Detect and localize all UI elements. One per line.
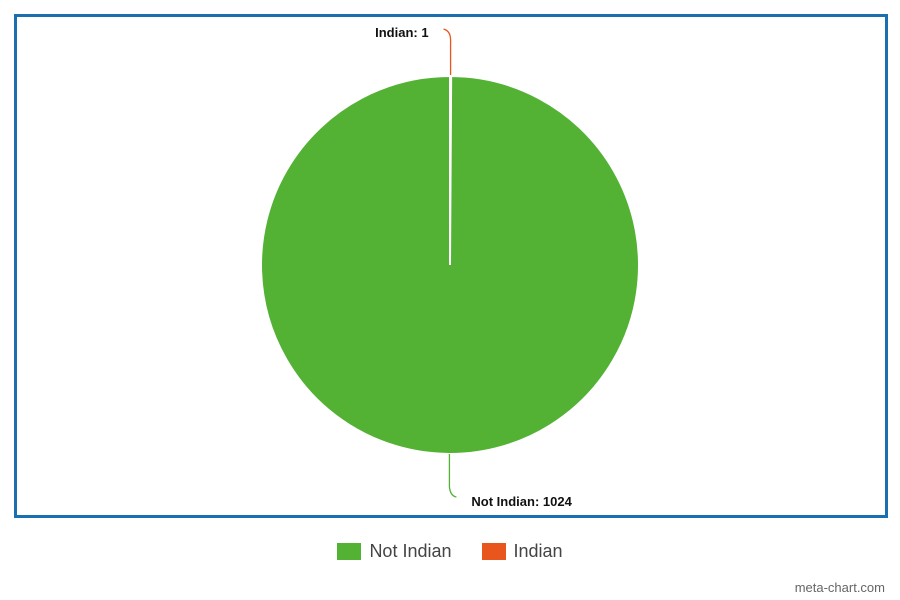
leader-line [443,28,452,77]
data-label: Not Indian: 1024 [471,494,572,509]
legend-label: Indian [513,541,563,561]
pie-slice-not-indian[interactable] [260,74,641,455]
leader-line [448,453,457,498]
credit-text: meta-chart.com [794,580,885,595]
data-label: Indian: 1 [375,25,428,40]
legend-item-not-indian[interactable]: Not Indian [337,541,452,562]
legend-item-indian[interactable]: Indian [481,541,563,562]
legend-label: Not Indian [369,541,452,561]
legend-swatch-indian [481,543,506,560]
chart-frame [14,14,888,518]
legend-swatch-not-indian [337,543,362,560]
legend: Not Indian Indian [0,541,900,562]
